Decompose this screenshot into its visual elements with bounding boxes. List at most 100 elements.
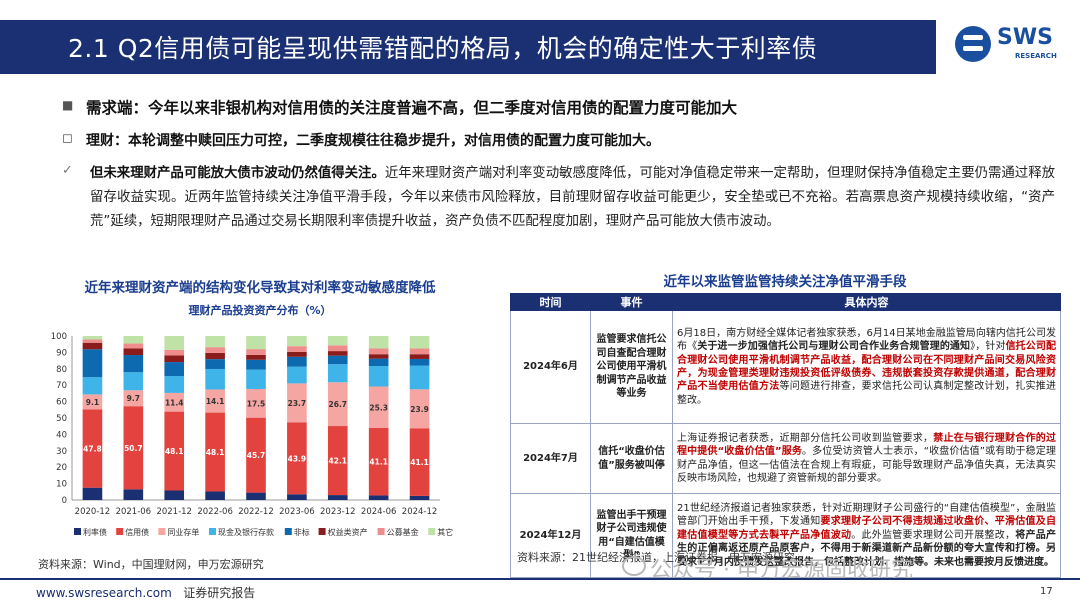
source-right: 资料来源：21世纪经济报道，上海证券报，申万宏源研究 — [517, 551, 795, 564]
row-content: 21世纪经济报道记者独家获悉，针对近期理财子公司盛行的“自建估值模型”，金融监管… — [672, 493, 1061, 578]
row-event: 监管要求信托公司自查配合理财公司使用平滑机制调节产品收益等业务 — [590, 310, 673, 424]
legend-label: 信用债 — [125, 527, 149, 537]
legend-swatch — [377, 528, 385, 535]
x-tick-label: 2024-12 — [402, 507, 438, 517]
bar-segment — [164, 349, 185, 356]
legend-label: 权益类资产 — [328, 527, 368, 537]
bar-segment — [246, 359, 266, 370]
bar-segment — [123, 336, 144, 344]
bar-segment — [246, 354, 266, 360]
row-content: 6月18日，南方财经全媒体记者独家获悉，6月14日某地金融监管局向辖内信托公司发… — [672, 310, 1061, 424]
bar-segment — [246, 349, 266, 355]
table-title: 近年以来监管监管持续关注净值平滑手段 — [663, 274, 907, 290]
legend-label: 其它 — [437, 527, 453, 537]
stacked-bar-chart: 0 10 20 30 40 50 60 70 80 90 100 47.8 9.1 2020-12 50.7… — [51, 332, 453, 537]
bar-segment — [246, 492, 266, 500]
bullet-demand: 需求端：今年以来非银机构对信用债的关注度普遍不高，但二季度对信用债的配置力度可能… — [86, 99, 738, 117]
title-bar: 2.1 Q2信用债可能呈现供需错配的格局，机会的确定性大于利率债 — [0, 20, 936, 74]
bar-segment — [409, 428, 430, 496]
legend-label: 利率债 — [83, 527, 107, 537]
bar-segment — [409, 348, 430, 355]
row-time: 2024年12月 — [510, 493, 591, 578]
bar-segment — [368, 354, 389, 359]
bar-segment — [368, 386, 389, 429]
bar-segment — [123, 348, 144, 356]
sws-logo-icon — [955, 26, 991, 62]
y-tick-label: 30 — [56, 447, 67, 457]
x-tick-label: 2023-12 — [320, 507, 356, 517]
bar-segment — [82, 339, 103, 343]
data-label: 41.1 — [410, 458, 429, 467]
bar-segment — [123, 355, 144, 373]
hollow-square-bullet-icon: ◻ — [62, 131, 73, 146]
bar-segment — [327, 426, 348, 496]
bar-segment — [327, 336, 348, 346]
bar-segment — [287, 336, 307, 347]
legend-label: 现金及银行存款 — [218, 527, 274, 537]
bar-segment — [327, 364, 348, 383]
bar-segment — [327, 351, 348, 356]
bar-segment — [123, 390, 144, 407]
x-tick-label: 2020-12 — [75, 507, 111, 517]
y-tick-label: 70 — [56, 381, 67, 391]
bar-segment — [123, 343, 144, 349]
row-event: 信托“收盘价估值”服务被叫停 — [590, 423, 673, 494]
data-label: 45.7 — [247, 451, 266, 460]
source-left: 资料来源：Wind，中国理财网，申万宏源研究 — [38, 558, 264, 571]
row-time: 2024年7月 — [510, 423, 591, 494]
bar-segment — [205, 336, 225, 348]
paragraph-body: 近年来理财资产端对利率变动敏感度降低，可能对净值稳定带来一定帮助，但理财保持净值… — [90, 166, 1056, 229]
bar-segment — [164, 336, 185, 350]
bar-segment — [368, 358, 389, 367]
y-tick-label: 10 — [56, 480, 67, 490]
bar-segment — [246, 388, 266, 418]
content-text: 6月18日，南方财经全媒体记者独家获悉，6月14日某地金融监管局向辖内信托公司发… — [677, 327, 1056, 353]
header-content: 具体内容 — [672, 293, 1061, 311]
content-text: 》，针对 — [970, 341, 1006, 353]
bar-segment — [82, 409, 103, 488]
bar-segment — [82, 394, 103, 410]
data-label: 43.9 — [288, 454, 307, 463]
bar-segment — [82, 336, 103, 340]
legend-label: 非标 — [294, 527, 310, 537]
bar-segment — [368, 366, 389, 387]
content-text: 。多位受访资管人士表示，“收盘价估值”或有助于稳定理财产品净值，但这一估值法在合… — [677, 446, 1056, 484]
x-tick-label: 2021-06 — [116, 507, 152, 517]
wechat-icon — [622, 556, 646, 576]
bar-segment — [164, 411, 185, 491]
legend-swatch — [158, 528, 166, 535]
footer-divider — [0, 578, 1080, 580]
y-tick-label: 50 — [56, 414, 67, 424]
content-text: 。此外监管要求理财公司开展整改， — [851, 529, 1016, 541]
page-title: 2.1 Q2信用债可能呈现供需错配的格局，机会的确定性大于利率债 — [68, 34, 818, 63]
y-tick-label: 100 — [51, 332, 67, 342]
square-bullet-icon: ■ — [62, 98, 74, 112]
legend-label: 公募基金 — [387, 527, 419, 537]
bar-segment — [82, 487, 103, 500]
content-highlight: 信托公司配合理财公司使用平滑机制调节产品收益，配合理财公司在不同理财产品间交易风… — [677, 341, 1057, 393]
y-tick-label: 20 — [56, 463, 67, 473]
table-header-row: 时间 事件 具体内容 — [510, 293, 1061, 311]
bar-segment — [164, 490, 185, 500]
check-bullet-icon: ✓ — [62, 163, 73, 178]
x-tick-label: 2024-06 — [361, 507, 397, 517]
data-label: 9.1 — [86, 398, 99, 407]
data-label: 48.1 — [206, 448, 225, 457]
sws-logo: SWS RESEARCH — [955, 24, 1065, 68]
table-row: 2024年12月 监管出手干预理财子公司违规使用“自建估值模型” 21世纪经济报… — [510, 493, 1061, 578]
website-link[interactable]: www.swsresearch.com — [36, 586, 172, 600]
content-text: 21世纪经济报道记者独家获悉，针对近期理财子公司盛行的“自建估值模型”，金融监管… — [677, 502, 1056, 528]
bullet-wealth: 理财：本轮调整中赎回压力可控，二季度规模往往稳步提升，对信用债的配置力度可能加大… — [86, 133, 660, 149]
bar-segment — [287, 422, 307, 495]
bar-segment — [287, 351, 307, 357]
paragraph-lead: 但未来理财产品可能放大债市波动仍然值得关注。 — [90, 166, 385, 181]
data-label: 14.1 — [206, 397, 225, 406]
bar-segment — [82, 377, 103, 395]
bullet-volatility-paragraph: 但未来理财产品可能放大债市波动仍然值得关注。近年来理财资产端对利率变动敏感度降低… — [90, 162, 1055, 234]
bar-segment — [205, 352, 225, 360]
bar-segment — [287, 356, 307, 367]
bar-segment — [409, 389, 430, 429]
chart-title: 理财产品投资资产分布（%） — [188, 304, 332, 317]
bar-segment — [327, 495, 348, 500]
regulation-table: 时间 事件 具体内容 2024年6月 监管要求信托公司自查配合理财公司使用平滑机… — [510, 293, 1061, 578]
